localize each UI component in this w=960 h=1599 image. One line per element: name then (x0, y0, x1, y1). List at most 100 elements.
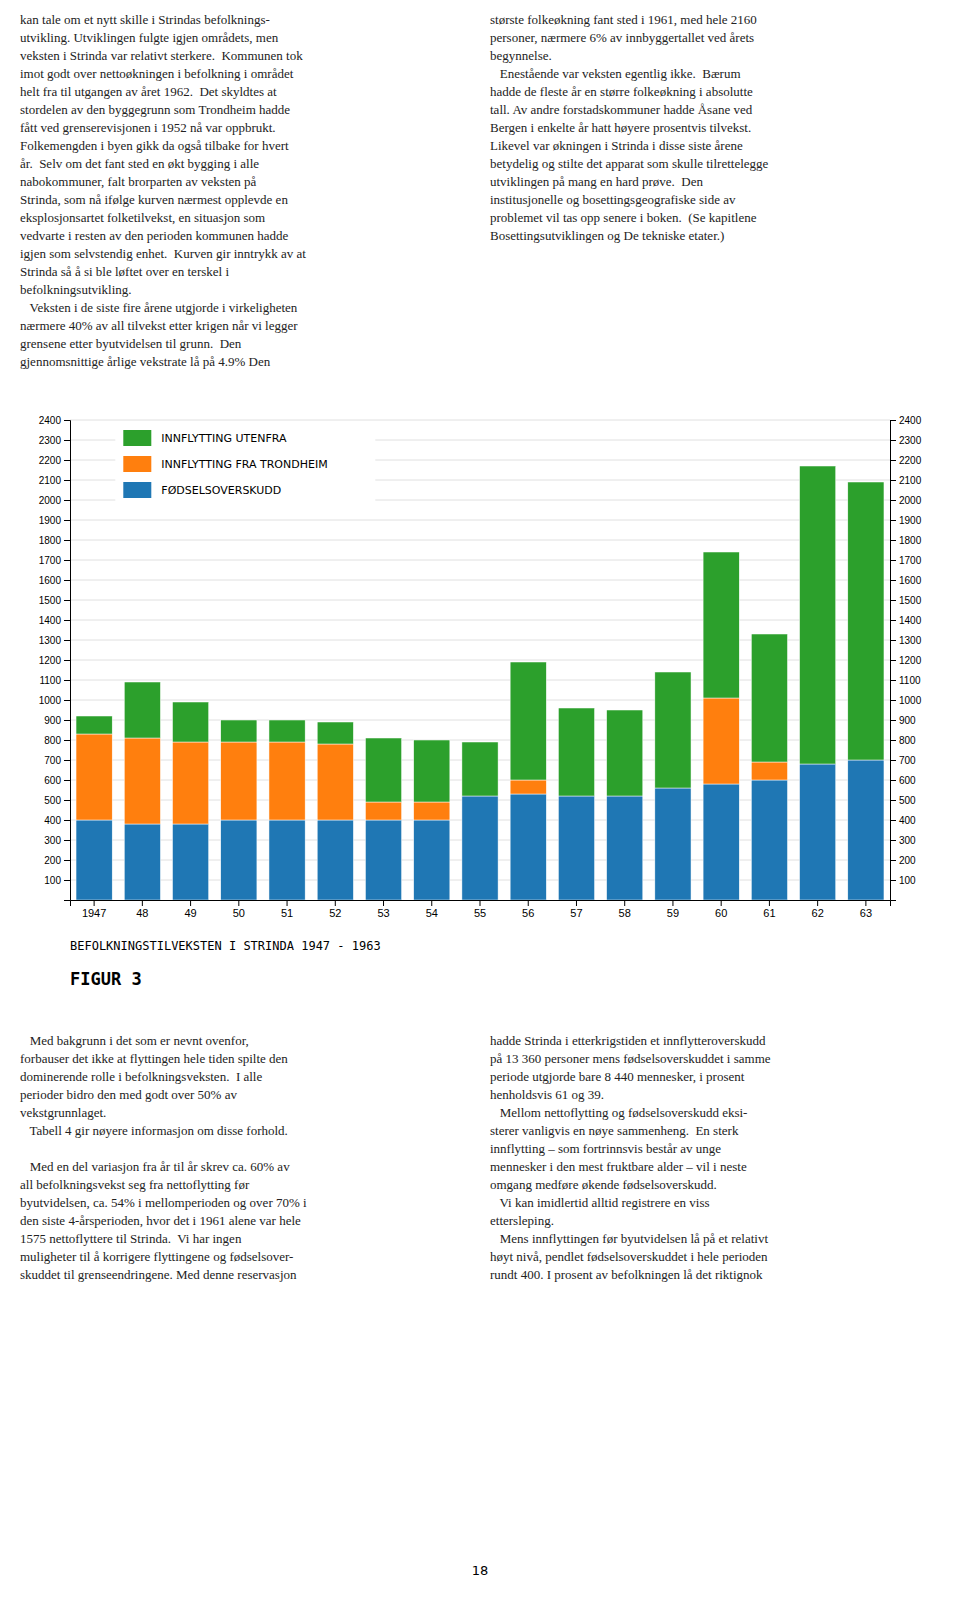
tick: 60 (715, 900, 727, 919)
text-line: Strinda, som nå ifølge kurven nærmest op… (20, 192, 288, 207)
tick-label: 2100 (39, 475, 62, 486)
tick-mark (890, 760, 896, 761)
figure-label: FIGUR 3 (70, 969, 142, 989)
tick-label: 1700 (39, 555, 62, 566)
text-line: rundt 400. I prosent av befolkningen lå … (490, 1267, 763, 1282)
bar (269, 820, 305, 900)
legend-item: FØDSELSOVERSKUDD (123, 482, 281, 498)
bar (317, 744, 353, 820)
legend-label: FØDSELSOVERSKUDD (161, 484, 281, 497)
tick-label: 48 (136, 907, 148, 919)
text-line: fått ved grenserevisjonen i 1952 nå var … (20, 120, 276, 135)
axis-line (71, 901, 891, 907)
tick-label: 2000 (899, 495, 922, 506)
tick: 900 (44, 715, 70, 726)
tick-label: 700 (899, 755, 916, 766)
tick-label: 49 (184, 907, 196, 919)
tick-mark (890, 680, 896, 681)
tick-mark (64, 700, 70, 701)
tick-label: 1700 (899, 555, 922, 566)
text-line: år. Selv om det fant sted en økt bygging… (20, 156, 259, 171)
tick-label: 1500 (39, 595, 62, 606)
tick-label: 600 (899, 775, 916, 786)
tick-mark (64, 860, 70, 861)
tick: 2300 (39, 435, 70, 446)
text-line: begynnelse. (490, 48, 552, 63)
text-line: innflytting – som fortrinnsvis består av… (490, 1141, 721, 1156)
tick: 500 (44, 795, 70, 806)
text-line: skuddet til grenseendringene. Med denne … (20, 1267, 297, 1282)
text-line: Folkemengden i byen gikk da også tilbake… (20, 138, 289, 153)
text-line: ettersleping. (490, 1213, 554, 1228)
tick-label: 500 (899, 795, 916, 806)
bar (703, 552, 739, 698)
page-number: 18 (472, 1563, 489, 1578)
text-line: Vi kan imidlertid alltid registrere en v… (490, 1195, 710, 1210)
bar (317, 820, 353, 900)
tick: 1800 (39, 535, 70, 546)
legend-swatch (123, 456, 151, 472)
chart: 1002003004005006007008009001000110012001… (39, 415, 922, 919)
tick: 49 (184, 900, 196, 919)
tick: 2000 (890, 495, 922, 506)
tick-label: 400 (899, 815, 916, 826)
tick: 54 (426, 900, 438, 919)
tick: 48 (136, 900, 148, 919)
tick-label: 1300 (39, 635, 62, 646)
bar (751, 634, 787, 762)
tick-mark (64, 880, 70, 881)
text-line: Strinda så å si ble løftet over en tersk… (20, 264, 229, 279)
legend-item: INNFLYTTING FRA TRONDHEIM (123, 456, 327, 472)
tick-mark (64, 780, 70, 781)
tick: 1100 (39, 675, 70, 686)
tick-mark (94, 900, 95, 906)
tick-mark (64, 460, 70, 461)
tick-label: 61 (763, 907, 775, 919)
bar (655, 788, 691, 900)
tick-mark (890, 720, 896, 721)
bar (800, 466, 836, 764)
tick-label: 1200 (899, 655, 922, 666)
text-line: mennesker i den mest fruktbare alder – v… (490, 1159, 747, 1174)
text-line: imot godt over nettoøkningen i befolknin… (20, 66, 294, 81)
bar (124, 682, 160, 738)
tick-mark (64, 500, 70, 501)
text-line: sterer vanligvis en nøye sammenheng. En … (490, 1123, 739, 1138)
bar (221, 742, 257, 820)
tick-mark (528, 900, 529, 906)
tick-mark (64, 680, 70, 681)
tick-mark (142, 900, 143, 906)
tick-label: 2000 (39, 495, 62, 506)
text-line: perioder bidro den med godt over 50% av (20, 1087, 237, 1102)
text-line: tall. Av andre forstadskommuner hadde Ås… (490, 102, 753, 117)
tick-mark (890, 580, 896, 581)
text-line: nærmere 40% av all tilvekst etter krigen… (20, 318, 298, 333)
bar (848, 760, 884, 900)
bar (365, 820, 401, 900)
tick: 2300 (890, 435, 922, 446)
tick: 800 (890, 735, 916, 746)
text-line: periode utgjorde bare 8 440 mennesker, i… (490, 1069, 745, 1084)
tick-mark (672, 900, 673, 906)
text-line: Enestående var veksten egentlig ikke. Bæ… (490, 66, 741, 81)
tick-mark (64, 760, 70, 761)
tick-label: 400 (44, 815, 61, 826)
text-line: største folkeøkning fant sted i 1961, me… (490, 12, 757, 27)
tick-label: 59 (667, 907, 679, 919)
text-line: personer, nærmere 6% av innbyggertallet … (490, 30, 754, 45)
tick-mark (64, 440, 70, 441)
bar (703, 784, 739, 900)
tick-mark (890, 640, 896, 641)
tick-mark (769, 900, 770, 906)
bar (558, 708, 594, 796)
tick: 50 (233, 900, 245, 919)
grid-line (70, 620, 890, 621)
tick-label: 62 (812, 907, 824, 919)
bar (124, 738, 160, 824)
bars (76, 466, 884, 900)
tick-mark (890, 700, 896, 701)
tick-mark (64, 660, 70, 661)
tick: 600 (44, 775, 70, 786)
x-axis: 194748495051525354555657585960616263 (71, 900, 891, 919)
tick: 200 (44, 855, 70, 866)
